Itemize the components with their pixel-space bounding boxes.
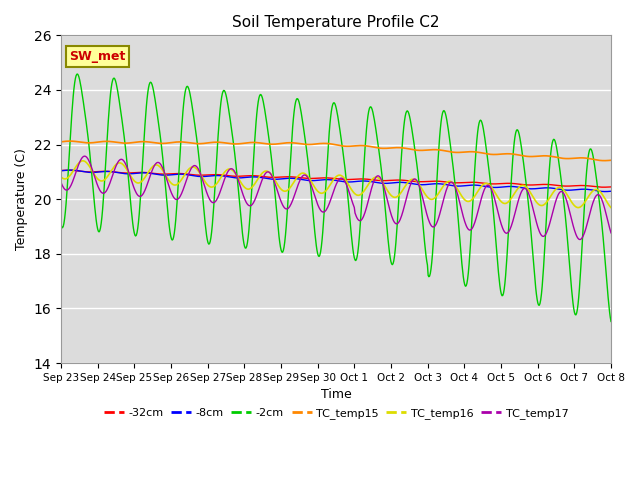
Line: TC_temp17: TC_temp17 <box>61 156 611 240</box>
TC_temp15 <box>57 139 65 144</box>
-2cm <box>607 319 615 324</box>
-2cm <box>394 220 401 226</box>
-2cm <box>74 71 81 77</box>
-2cm <box>122 153 130 158</box>
TC_temp17 <box>122 163 130 168</box>
TC_temp15 <box>122 140 130 146</box>
Line: -2cm: -2cm <box>61 74 611 322</box>
Text: SW_met: SW_met <box>69 50 125 63</box>
-8cm <box>251 174 259 180</box>
TC_temp15 <box>607 157 615 163</box>
TC_temp17 <box>223 169 231 175</box>
-8cm <box>424 181 432 187</box>
-2cm <box>57 222 65 228</box>
-32cm <box>271 174 279 180</box>
-32cm <box>394 177 401 183</box>
TC_temp17 <box>251 198 259 204</box>
TC_temp16 <box>223 167 231 172</box>
Y-axis label: Temperature (C): Temperature (C) <box>15 148 28 250</box>
TC_temp16 <box>394 193 401 199</box>
X-axis label: Time: Time <box>321 388 351 401</box>
Title: Soil Temperature Profile C2: Soil Temperature Profile C2 <box>232 15 440 30</box>
TC_temp16 <box>424 195 432 201</box>
TC_temp16 <box>607 204 615 210</box>
-2cm <box>223 99 231 105</box>
-8cm <box>223 174 231 180</box>
-32cm <box>251 173 259 179</box>
TC_temp15 <box>251 140 259 145</box>
-8cm <box>607 188 615 194</box>
TC_temp16 <box>57 174 65 180</box>
TC_temp17 <box>424 216 432 222</box>
TC_temp15 <box>66 138 74 144</box>
Legend: -32cm, -8cm, -2cm, TC_temp15, TC_temp16, TC_temp17: -32cm, -8cm, -2cm, TC_temp15, TC_temp16,… <box>99 403 573 423</box>
-32cm <box>57 168 65 173</box>
-2cm <box>251 139 259 145</box>
TC_temp16 <box>251 181 259 187</box>
TC_temp16 <box>271 178 279 184</box>
-32cm <box>607 184 615 190</box>
TC_temp17 <box>271 182 279 188</box>
-8cm <box>271 176 279 182</box>
TC_temp17 <box>81 153 88 159</box>
-32cm <box>600 184 607 190</box>
TC_temp15 <box>394 145 401 151</box>
TC_temp16 <box>79 158 86 164</box>
-32cm <box>223 173 231 179</box>
-8cm <box>602 189 609 194</box>
-32cm <box>122 170 130 176</box>
Line: TC_temp16: TC_temp16 <box>61 161 611 207</box>
TC_temp16 <box>122 166 130 171</box>
TC_temp17 <box>577 237 584 242</box>
TC_temp15 <box>601 158 609 164</box>
-8cm <box>394 180 401 185</box>
TC_temp17 <box>394 221 401 227</box>
TC_temp17 <box>57 180 65 185</box>
-32cm <box>65 168 72 173</box>
-8cm <box>57 168 65 174</box>
TC_temp17 <box>607 230 615 236</box>
TC_temp15 <box>424 147 432 153</box>
TC_temp15 <box>271 141 279 147</box>
-32cm <box>424 179 432 184</box>
-2cm <box>424 273 432 278</box>
TC_temp15 <box>223 140 231 146</box>
-2cm <box>271 195 279 201</box>
Line: -8cm: -8cm <box>61 170 611 192</box>
Line: -32cm: -32cm <box>61 170 611 187</box>
-8cm <box>122 171 130 177</box>
-8cm <box>67 167 74 173</box>
Line: TC_temp15: TC_temp15 <box>61 141 611 161</box>
